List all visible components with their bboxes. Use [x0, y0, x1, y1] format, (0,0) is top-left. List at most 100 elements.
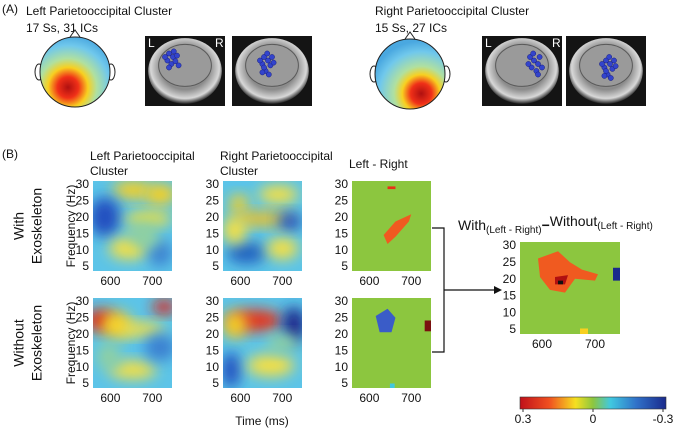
arrow-head: [494, 286, 502, 294]
mri-slice: [232, 36, 312, 106]
y-tick-label: 30: [76, 177, 90, 191]
y-tick-label: 30: [206, 294, 220, 308]
dipole: [257, 57, 263, 64]
dipole: [259, 69, 266, 76]
title-part: With: [458, 217, 486, 233]
dipole: [535, 71, 541, 78]
map-blob: [278, 212, 302, 231]
y-tick-label: 20: [206, 327, 220, 341]
y-tick-label: 20: [335, 327, 349, 341]
y-tick-label: 5: [82, 376, 89, 390]
y-tick-label: 15: [76, 343, 90, 357]
dipole: [611, 57, 617, 64]
time-frequency-map: [93, 181, 172, 271]
cluster-title: Right Parietooccipital Cluster: [375, 4, 529, 18]
y-tick-label: 20: [76, 327, 90, 341]
dipole: [170, 48, 177, 55]
map-blob: [226, 242, 267, 264]
column-title: Cluster: [220, 164, 258, 178]
y-tick-label: 10: [76, 360, 90, 374]
orientation-label: L: [148, 36, 155, 50]
x-axis-label: Time (ms): [235, 414, 289, 428]
dipole: [531, 57, 537, 64]
map-content: [520, 242, 620, 334]
y-tick-label: 10: [206, 243, 220, 257]
time-frequency-map: [223, 298, 302, 388]
map-blob: [112, 181, 153, 199]
dipole: [539, 64, 545, 71]
significant-region: [580, 328, 588, 334]
map-background: [352, 181, 431, 271]
x-tick-label: 700: [585, 337, 605, 351]
y-tick-label: 30: [335, 177, 349, 191]
map-content: [93, 298, 172, 388]
scalp-map: [34, 29, 116, 108]
scalp-map: [369, 31, 451, 110]
dipole: [270, 59, 277, 66]
time-frequency-map: [352, 298, 431, 388]
dipole: [166, 50, 172, 57]
dipole: [527, 54, 533, 60]
x-tick-label: 700: [272, 274, 292, 288]
orientation-label: R: [215, 36, 224, 50]
y-tick-label: 5: [212, 376, 219, 390]
significant-region: [389, 383, 395, 388]
y-tick-label: 5: [341, 259, 348, 273]
y-tick-label: 25: [206, 194, 220, 208]
map-blob: [93, 197, 121, 237]
significant-region: [613, 267, 620, 281]
orientation-label: L: [485, 36, 492, 50]
map-blob: [230, 211, 295, 226]
map-background: [520, 242, 620, 334]
map-background: [352, 298, 431, 388]
dipole: [535, 61, 541, 67]
dipole: [172, 58, 179, 65]
scalp: [39, 36, 111, 108]
y-tick-label: 25: [335, 194, 349, 208]
x-tick-label: 700: [401, 274, 421, 288]
cluster-subtitle: 17 Ss, 31 ICs: [26, 21, 98, 35]
y-tick-label: 25: [76, 194, 90, 208]
x-tick-label: 600: [230, 391, 250, 405]
y-tick-label: 20: [503, 272, 517, 286]
map-content: [352, 298, 431, 388]
y-tick-label: 30: [76, 294, 90, 308]
map-blob: [223, 311, 247, 339]
map-blob: [108, 361, 157, 379]
map-blob: [96, 343, 121, 370]
y-tick-label: 15: [76, 226, 90, 240]
y-tick-label: 20: [76, 210, 90, 224]
map-blob: [223, 217, 247, 244]
map-content: [352, 181, 431, 271]
time-frequency-map: [352, 181, 431, 271]
y-tick-label: 10: [503, 305, 517, 319]
y-tick-label: 25: [335, 311, 349, 325]
x-tick-label: 600: [100, 391, 120, 405]
y-tick-label: 5: [509, 322, 516, 336]
x-tick-label: 700: [272, 391, 292, 405]
map-blob: [144, 183, 172, 206]
nose: [404, 31, 416, 40]
map-blob: [229, 194, 249, 213]
dipole: [261, 64, 267, 71]
y-tick-label: 15: [503, 289, 517, 303]
dipole: [603, 68, 609, 74]
row-label: Exoskeleton: [29, 188, 45, 264]
mri-slice: [566, 36, 646, 106]
column-title: Cluster: [90, 164, 128, 178]
map-blob: [144, 334, 172, 361]
map-blob: [223, 352, 241, 388]
colorbar-tick-label: 0.3: [515, 412, 532, 426]
dipole: [607, 75, 614, 81]
dipole: [174, 52, 180, 59]
map-blob: [282, 307, 302, 343]
dipole: [607, 61, 613, 67]
dipole: [603, 57, 609, 64]
colorbar-tick-label: -0.3: [653, 412, 674, 426]
map-blob: [266, 334, 299, 352]
x-tick-label: 600: [359, 274, 379, 288]
y-axis-label: Frequency (Hz): [64, 185, 78, 268]
